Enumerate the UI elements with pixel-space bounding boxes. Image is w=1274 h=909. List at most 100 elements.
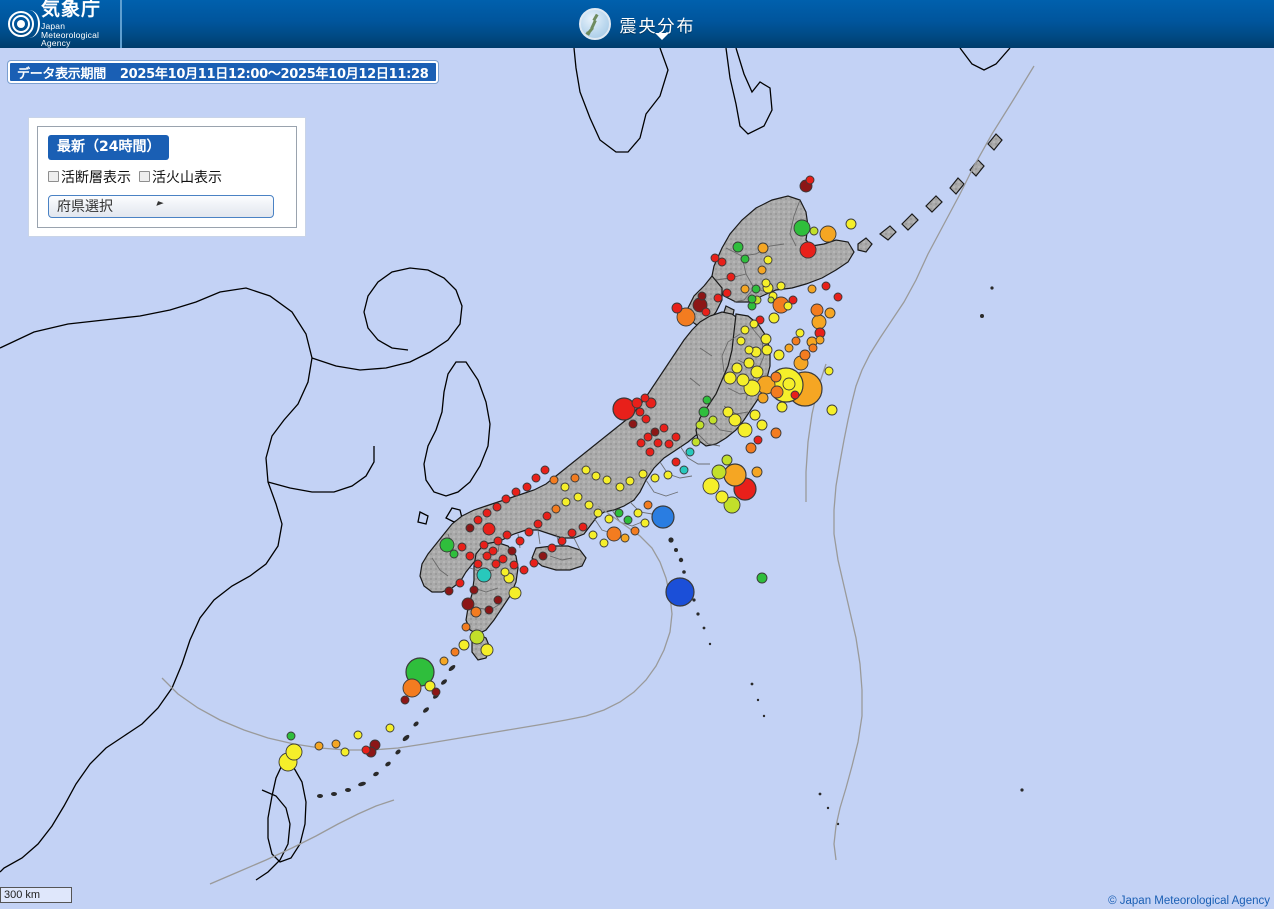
epicenter-marker[interactable]: [630, 526, 640, 536]
epicenter-marker[interactable]: [653, 438, 663, 448]
epicenter-marker[interactable]: [620, 533, 630, 543]
epicenter-marker[interactable]: [756, 572, 768, 584]
epicenter-marker[interactable]: [493, 595, 503, 605]
epicenter-marker[interactable]: [625, 476, 635, 486]
epicenter-marker[interactable]: [602, 475, 612, 485]
epicenter-marker[interactable]: [701, 307, 711, 317]
epicenter-marker[interactable]: [685, 447, 695, 457]
epicenter-marker[interactable]: [702, 477, 720, 495]
epicenter-marker[interactable]: [717, 257, 727, 267]
epicenter-marker[interactable]: [623, 515, 633, 525]
epicenter-marker[interactable]: [640, 518, 650, 528]
epicenter-marker[interactable]: [551, 504, 561, 514]
epicenter-marker[interactable]: [747, 294, 757, 304]
epicenter-marker[interactable]: [757, 265, 767, 275]
epicenter-marker[interactable]: [770, 427, 782, 439]
epicenter-marker[interactable]: [542, 511, 552, 521]
epicenter-marker[interactable]: [578, 522, 588, 532]
epicenter-marker[interactable]: [502, 530, 512, 540]
epicenter-marker[interactable]: [643, 500, 653, 510]
epicenter-marker[interactable]: [533, 519, 543, 529]
epicenter-marker[interactable]: [784, 343, 794, 353]
epicenter-marker[interactable]: [770, 371, 782, 383]
epicenter-marker[interactable]: [567, 528, 577, 538]
epicenter-marker[interactable]: [665, 577, 695, 607]
epicenter-marker[interactable]: [469, 585, 479, 595]
epicenter-marker[interactable]: [431, 687, 441, 697]
epicenter-marker[interactable]: [524, 527, 534, 537]
epicenter-marker[interactable]: [455, 578, 465, 588]
epicenter-marker[interactable]: [557, 536, 567, 546]
epicenter-marker[interactable]: [795, 328, 805, 338]
epicenter-marker[interactable]: [710, 253, 720, 263]
epicenter-marker[interactable]: [361, 745, 371, 755]
epicenter-marker[interactable]: [736, 336, 746, 346]
epicenter-marker[interactable]: [635, 407, 645, 417]
epicenter-marker[interactable]: [799, 349, 811, 361]
epicenter-marker[interactable]: [482, 508, 492, 518]
epicenter-marker[interactable]: [593, 508, 603, 518]
epicenter-marker[interactable]: [469, 629, 485, 645]
epicenter-marker[interactable]: [671, 457, 681, 467]
epicenter-marker[interactable]: [465, 551, 475, 561]
epicenter-marker[interactable]: [726, 272, 736, 282]
epicenter-marker[interactable]: [756, 419, 768, 431]
epicenter-marker[interactable]: [604, 514, 614, 524]
epicenter-marker[interactable]: [540, 465, 550, 475]
epicenter-marker[interactable]: [808, 343, 818, 353]
epicenter-marker[interactable]: [651, 505, 675, 529]
epicenter-marker[interactable]: [581, 465, 591, 475]
latest-24h-button[interactable]: 最新（24時間）: [48, 135, 170, 160]
epicenter-marker[interactable]: [458, 639, 470, 651]
epicenter-marker[interactable]: [522, 482, 532, 492]
epicenter-marker[interactable]: [549, 475, 559, 485]
epicenter-marker[interactable]: [470, 606, 482, 618]
epicenter-marker[interactable]: [612, 397, 636, 421]
epicenter-marker[interactable]: [826, 404, 838, 416]
epicenter-marker[interactable]: [824, 366, 834, 376]
epicenter-marker[interactable]: [751, 466, 763, 478]
epicenter-marker[interactable]: [285, 743, 303, 761]
epicenter-marker[interactable]: [776, 281, 786, 291]
epicenter-marker[interactable]: [439, 656, 449, 666]
epicenter-marker[interactable]: [768, 312, 780, 324]
epicenter-marker[interactable]: [824, 307, 836, 319]
epicenter-marker[interactable]: [676, 307, 696, 327]
prefecture-select[interactable]: 府県選択: [48, 194, 274, 218]
epicenter-marker[interactable]: [444, 586, 454, 596]
epicenter-marker[interactable]: [482, 522, 496, 536]
epicenter-marker[interactable]: [643, 432, 653, 442]
epicenter-marker[interactable]: [615, 482, 625, 492]
epicenter-marker[interactable]: [314, 741, 324, 751]
checkbox-active-fault[interactable]: 活断層表示: [48, 167, 131, 187]
epicenter-marker[interactable]: [449, 549, 459, 559]
epicenter-marker[interactable]: [584, 500, 594, 510]
epicenter-marker[interactable]: [671, 302, 683, 314]
epicenter-marker[interactable]: [751, 284, 761, 294]
epicenter-marker[interactable]: [476, 567, 492, 583]
epicenter-marker[interactable]: [500, 567, 510, 577]
epicenter-marker[interactable]: [809, 226, 819, 236]
epicenter-marker[interactable]: [760, 333, 772, 345]
epicenter-marker[interactable]: [492, 502, 502, 512]
epicenter-marker[interactable]: [702, 395, 712, 405]
epicenter-marker[interactable]: [757, 242, 769, 254]
epicenter-marker[interactable]: [515, 536, 525, 546]
epicenter-marker[interactable]: [507, 546, 517, 556]
epicenter-marker[interactable]: [761, 278, 771, 288]
epicenter-marker[interactable]: [631, 397, 643, 409]
epicenter-marker[interactable]: [614, 508, 624, 518]
epicenter-marker[interactable]: [570, 473, 580, 483]
epicenter-marker[interactable]: [737, 422, 753, 438]
epicenter-marker[interactable]: [591, 471, 601, 481]
epicenter-marker[interactable]: [340, 747, 350, 757]
epicenter-marker[interactable]: [782, 377, 796, 391]
epicenter-marker[interactable]: [650, 427, 660, 437]
epicenter-marker[interactable]: [708, 415, 718, 425]
epicenter-marker[interactable]: [732, 241, 744, 253]
epicenter-marker[interactable]: [833, 292, 843, 302]
epicenter-marker[interactable]: [402, 678, 422, 698]
epicenter-marker[interactable]: [641, 414, 651, 424]
epicenter-marker[interactable]: [811, 314, 827, 330]
epicenter-marker[interactable]: [723, 371, 737, 385]
